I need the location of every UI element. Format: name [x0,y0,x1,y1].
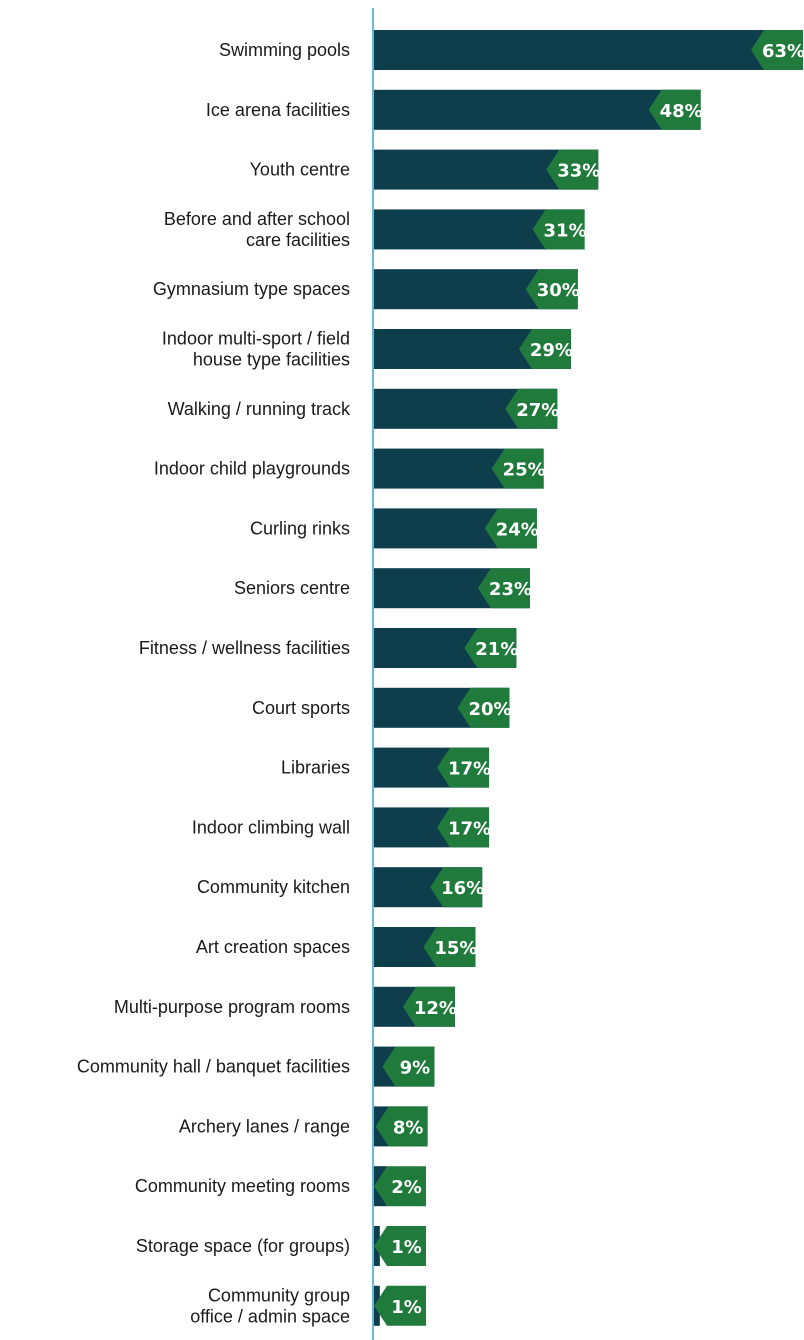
category-label: Art creation spaces [196,937,350,957]
bar-row: Walking / running track 27% [168,388,559,429]
category-label: Storage space (for groups) [136,1236,350,1256]
value-tag [532,209,585,250]
value-tag [505,388,558,429]
value-tag [751,30,803,70]
bar-row: Indoor climbing wall 17% [192,807,491,848]
category-label: Before and after school care facilities [164,209,350,250]
bar-row: Community kitchen 16% [197,867,484,908]
category-label: Community kitchen [197,877,350,897]
category-label: Community hall / banquet facilities [77,1057,350,1077]
value-tag [423,927,476,967]
bar-row: Storage space (for groups) 1% [136,1226,426,1266]
value-label: 29% [530,340,573,361]
value-tag [374,1285,426,1326]
value-label: 21% [475,639,518,660]
bar [374,30,803,70]
value-tag [648,89,701,130]
value-tag [518,329,571,369]
value-label: 1% [391,1297,422,1318]
bar-row: Community hall / banquet facilities 9% [77,1046,435,1087]
value-label: 23% [489,579,532,600]
category-label: Walking / running track [168,399,351,419]
category-label: Court sports [252,698,350,718]
value-label: 27% [516,400,559,421]
category-label: Curling rinks [250,518,350,538]
value-label: 15% [434,938,477,959]
value-tag [437,807,490,848]
value-label: 17% [448,759,491,780]
bar-row: Before and after school care facilities 31… [164,209,587,250]
bar-row: Archery lanes / range 8% [179,1106,428,1147]
category-label: Indoor multi-sport / field house type fac… [162,329,350,370]
bar-row: Indoor multi-sport / field house type fac… [162,329,573,370]
value-label: 17% [448,818,491,839]
value-label: 16% [441,878,484,899]
bar-row: Youth centre 33% [250,149,600,190]
bar-row: Community group office / admin space 1% [190,1285,426,1326]
value-label: 24% [496,519,539,540]
value-label: 20% [468,699,511,720]
bar-row: Gymnasium type spaces 30% [153,269,580,310]
bar-row: Swimming pools 63% [219,30,804,70]
category-label: Youth centre [250,160,350,180]
value-label: 2% [391,1177,422,1198]
value-label: 63% [762,41,804,62]
value-tag [437,747,490,788]
value-label: 12% [414,998,457,1019]
value-label: 25% [503,460,546,481]
value-tag [402,986,455,1027]
value-tag [491,448,544,489]
category-label: Archery lanes / range [179,1116,350,1136]
category-label: Seniors centre [234,578,350,598]
value-tag [375,1106,428,1147]
bar-row: Ice arena facilities 48% [206,89,703,130]
value-label: 33% [557,161,600,182]
category-label: Community group office / admin space [190,1285,350,1326]
value-tag [457,687,510,728]
category-label: Gymnasium type spaces [153,279,350,299]
bar-row: Court sports 20% [252,687,512,728]
category-label: Ice arena facilities [206,100,350,120]
value-tag [382,1046,435,1087]
bar [374,89,701,130]
value-tag [464,628,517,668]
value-tag [374,1226,426,1266]
category-label: Swimming pools [219,40,350,60]
value-label: 9% [400,1058,431,1079]
category-label: Multi-purpose program rooms [114,997,350,1017]
value-label: 30% [537,280,580,301]
value-tag [546,149,599,190]
category-label: Libraries [281,758,350,778]
bar-row: Libraries 17% [281,747,491,788]
bar-row: Fitness / wellness facilities 21% [139,628,518,668]
value-label: 8% [393,1117,424,1138]
value-tag [430,867,483,908]
value-tag [525,269,578,310]
bar-row: Seniors centre 23% [234,568,532,609]
value-tag [374,1166,426,1207]
bar-row: Community meeting rooms 2% [135,1166,426,1207]
bar-row: Art creation spaces 15% [196,927,477,967]
category-label: Indoor child playgrounds [154,459,350,479]
category-label: Community meeting rooms [135,1176,350,1196]
category-label: Fitness / wellness facilities [139,638,350,658]
bar-row: Curling rinks 24% [250,508,539,549]
value-label: 1% [391,1237,422,1258]
value-tag [477,568,530,609]
bars-layer: Swimming pools 63% Ice arena facilities 48%… [77,30,804,1326]
bar-row: Indoor child playgrounds 25% [154,448,546,489]
value-tag [484,508,537,549]
value-label: 48% [660,101,703,122]
bar-row: Multi-purpose program rooms 12% [114,986,457,1027]
value-label: 31% [544,220,587,241]
category-label: Indoor climbing wall [192,817,350,837]
